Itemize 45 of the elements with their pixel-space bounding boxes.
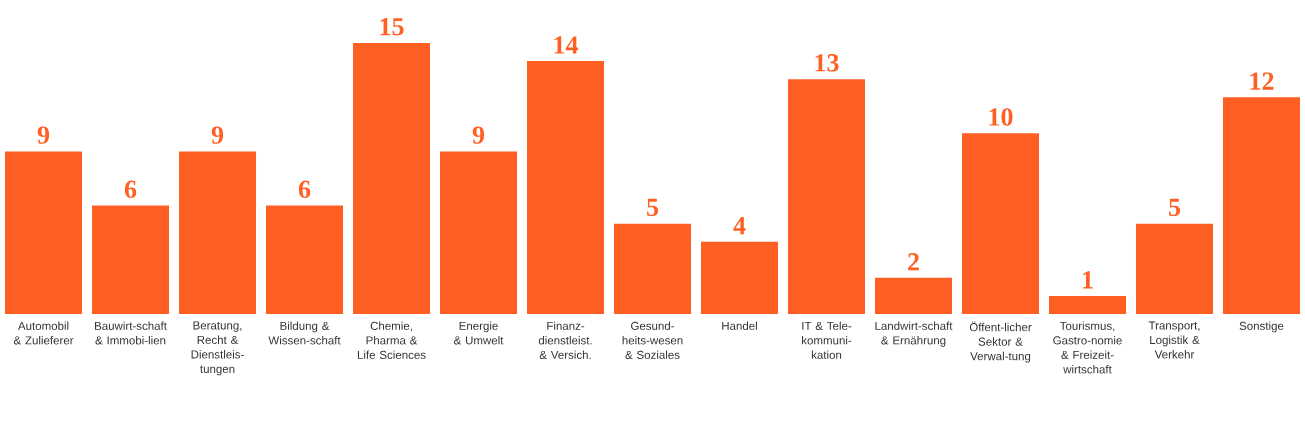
bar bbox=[788, 79, 865, 314]
data-label: 4 bbox=[733, 217, 746, 235]
x-tick-label: Gesund-heits-wesen & Soziales bbox=[622, 321, 683, 359]
bar bbox=[1136, 223, 1213, 314]
bar bbox=[266, 205, 344, 314]
x-tick-label: IT & Tele-kommuni-kation bbox=[802, 321, 852, 359]
x-tick-label: Bauwirt-schaft & Immobi-lien bbox=[95, 321, 167, 345]
data-label: 5 bbox=[1169, 198, 1181, 217]
x-tick-label: Handel bbox=[722, 321, 757, 330]
data-label: 15 bbox=[380, 18, 404, 36]
x-tick-label: Landwirt-schaft & Ernährung bbox=[875, 321, 953, 347]
x-tick-label: Öffent-licher Sektor & Verwal-tung bbox=[969, 321, 1032, 363]
data-label: 6 bbox=[298, 180, 311, 199]
bar bbox=[614, 223, 691, 314]
bar bbox=[440, 151, 518, 314]
bar bbox=[962, 133, 1039, 314]
data-label: 14 bbox=[554, 36, 579, 54]
data-label: 13 bbox=[815, 54, 839, 72]
x-tick-label: Transport, Logistik & Verkehr bbox=[1148, 321, 1200, 359]
x-tick-label: Finanz-dienstleist. & Versich. bbox=[538, 321, 592, 359]
x-tick-label: Tourismus, Gastro-nomie & Freizeit-wirtschaft bbox=[1053, 321, 1122, 374]
data-label: 12 bbox=[1250, 72, 1274, 90]
data-label: 2 bbox=[908, 253, 919, 271]
bar bbox=[5, 151, 83, 314]
data-label: 9 bbox=[37, 126, 50, 144]
bar bbox=[1049, 295, 1126, 314]
data-label: 9 bbox=[472, 126, 485, 144]
bar bbox=[179, 151, 257, 314]
x-tick-label: Beratung, Recht & Dienstleis-tungen bbox=[191, 321, 244, 376]
bar bbox=[1223, 97, 1300, 314]
data-label: 5 bbox=[647, 198, 659, 217]
bar bbox=[701, 241, 778, 314]
x-tick-label: Automobil & Zulieferer bbox=[13, 321, 74, 345]
data-label: 10 bbox=[989, 108, 1013, 126]
bar bbox=[527, 61, 605, 314]
data-label: 6 bbox=[124, 180, 137, 199]
bar bbox=[92, 205, 170, 314]
bar bbox=[353, 42, 431, 314]
data-label: 1 bbox=[1083, 271, 1093, 289]
x-tick-label: Bildung & Wissen-schaft bbox=[268, 321, 341, 345]
data-label: 9 bbox=[211, 126, 224, 144]
x-tick-label: Chemie, Pharma & Life Sciences bbox=[357, 321, 426, 359]
x-tick-label: Sonstige bbox=[1239, 321, 1284, 333]
x-tick-label: Energie & Umwelt bbox=[454, 321, 504, 345]
bar bbox=[875, 277, 952, 314]
